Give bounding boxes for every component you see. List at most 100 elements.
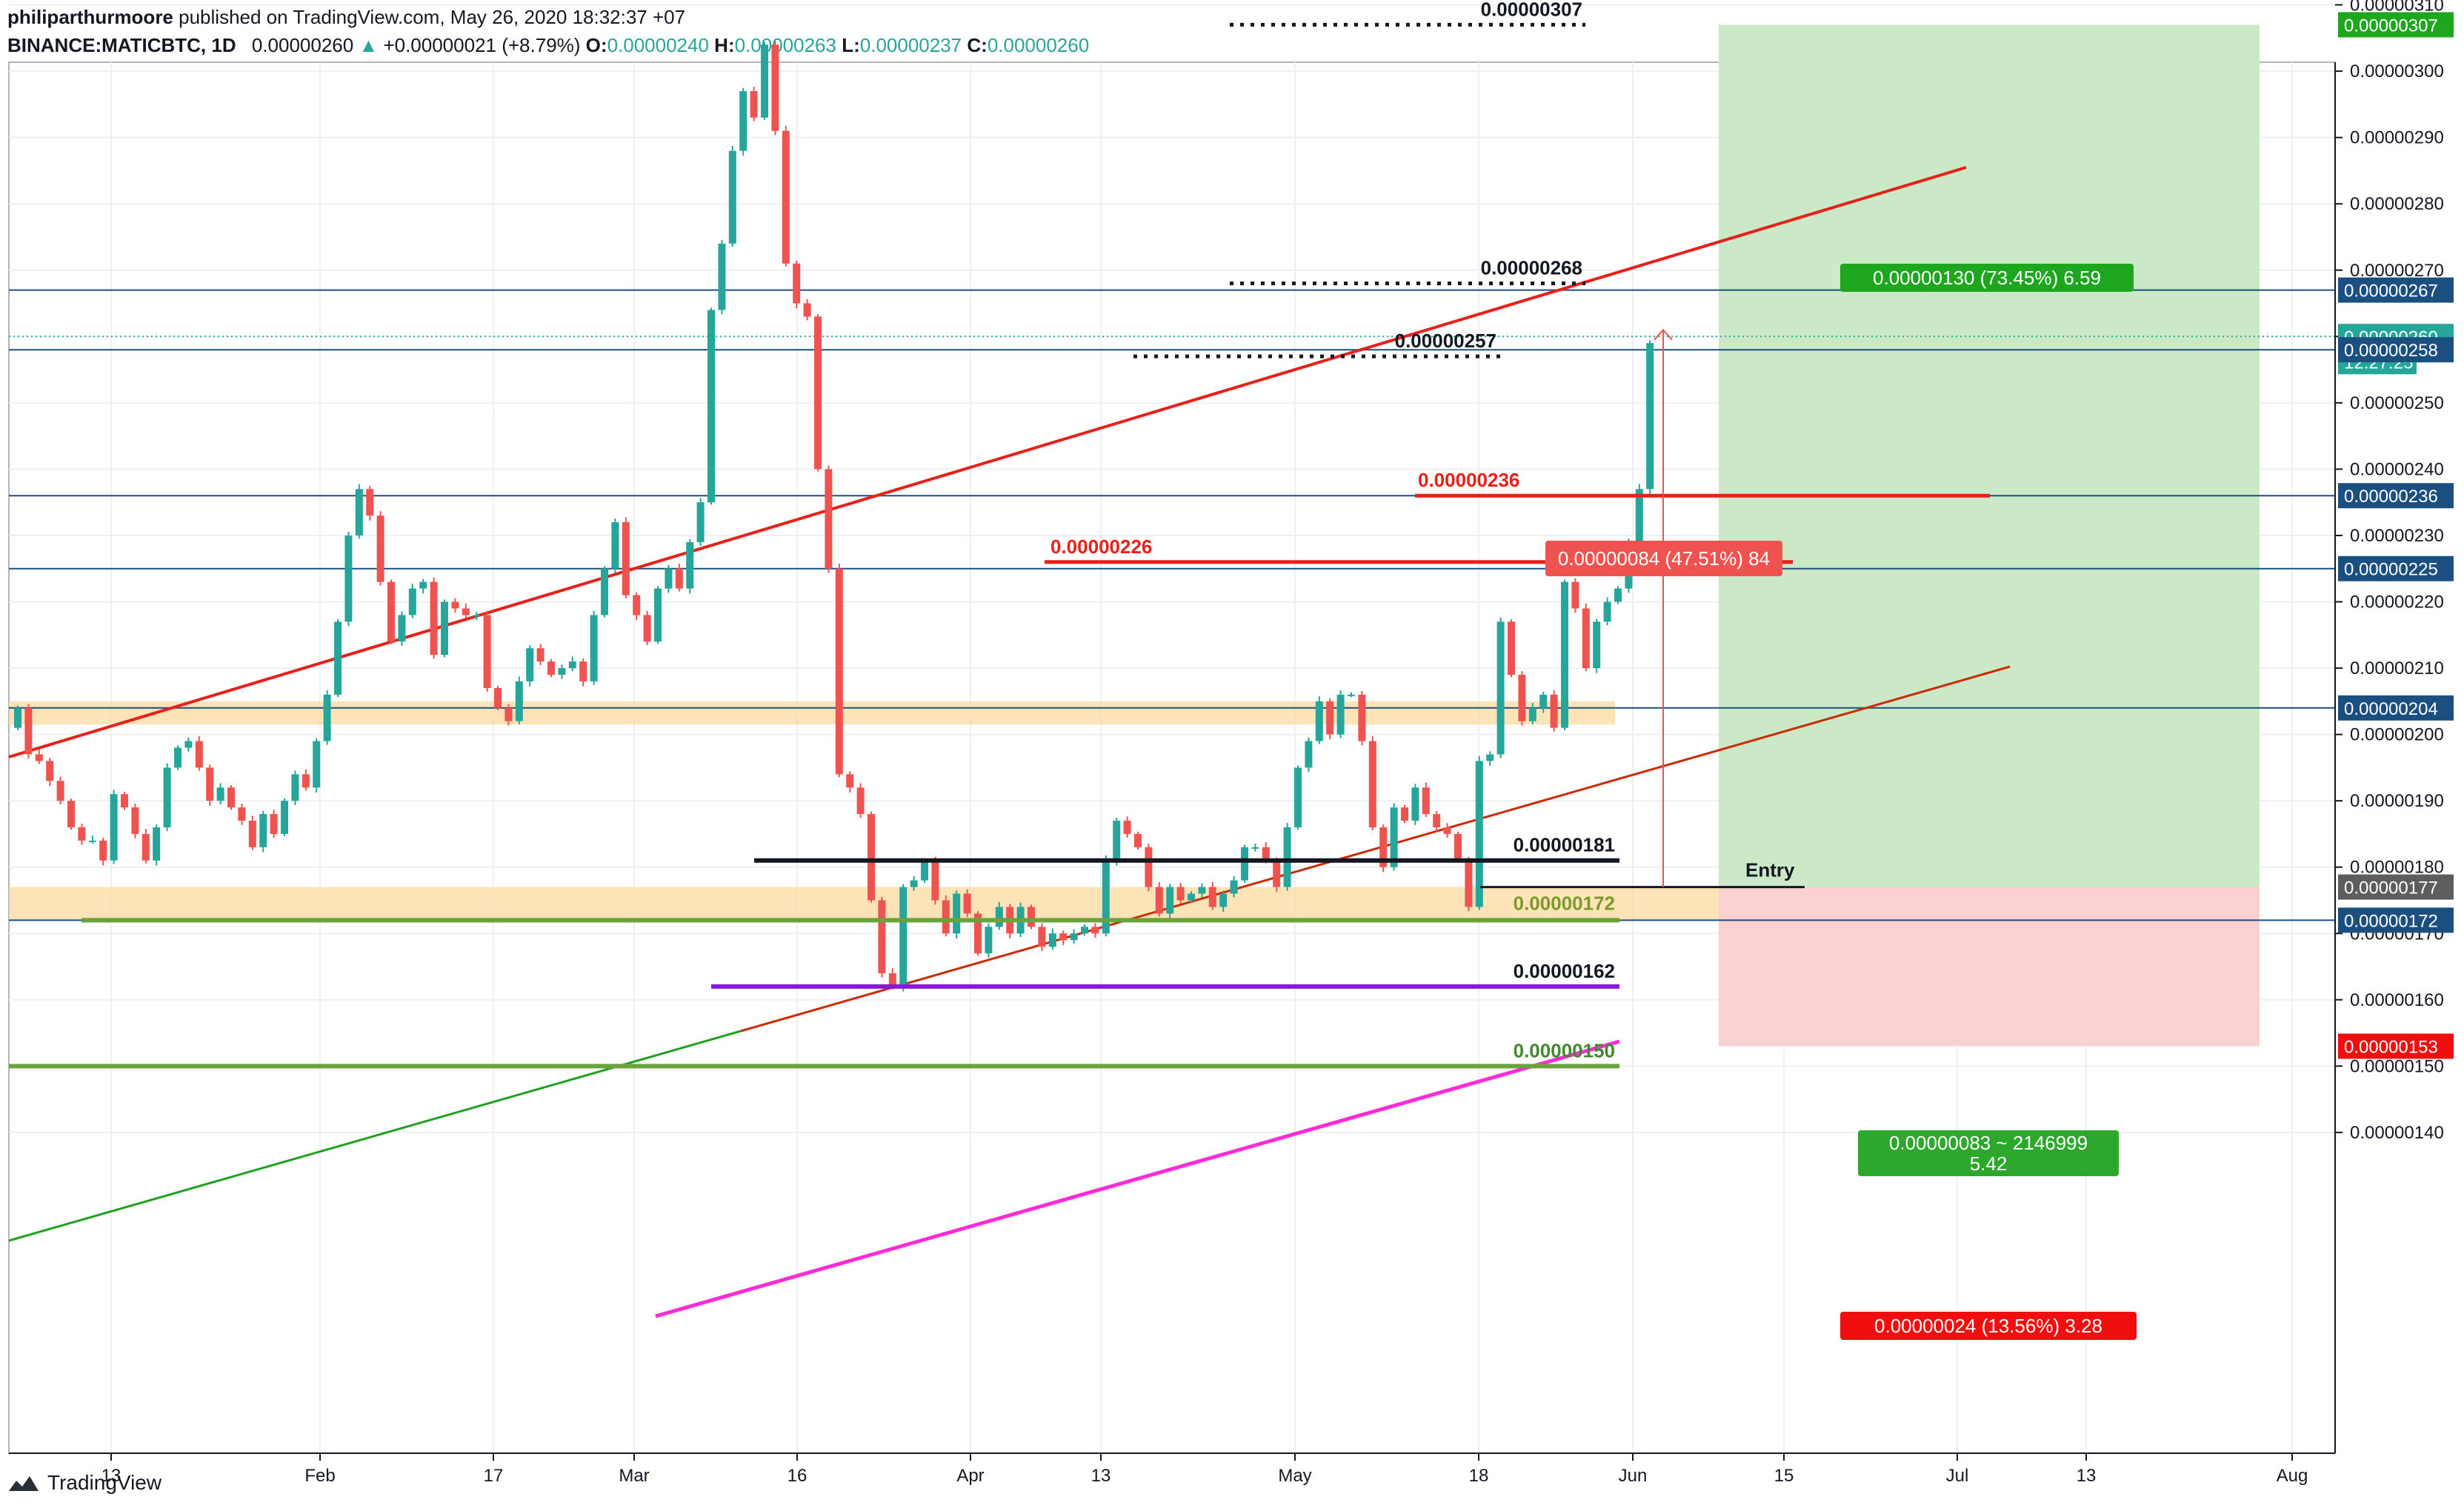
- candle-body: [323, 694, 331, 741]
- candle-body: [259, 814, 267, 847]
- price-badge-target[interactable]: 0.00000307: [2338, 12, 2454, 38]
- x-tick-label: 18: [1469, 1466, 1489, 1486]
- publish-line: philiparthurmoore published on TradingVi…: [7, 3, 1489, 31]
- measure-callout-bg: [1545, 541, 1782, 576]
- candle-body: [78, 827, 86, 841]
- symbol-label[interactable]: BINANCE:MATICBTC, 1D: [7, 34, 236, 56]
- x-tick-label: Apr: [956, 1466, 984, 1486]
- candle-body: [718, 243, 726, 310]
- candle-body: [1443, 827, 1451, 834]
- candle-body: [355, 489, 363, 536]
- candle-body: [1081, 927, 1088, 934]
- candle-body: [782, 130, 790, 264]
- candle-body: [398, 615, 406, 642]
- candle-body: [1262, 847, 1270, 861]
- candle-body: [611, 522, 619, 569]
- candle-body: [568, 661, 576, 669]
- stop-zone: [1719, 887, 2260, 1047]
- candle-body: [1155, 887, 1163, 914]
- candle-body: [451, 601, 459, 609]
- candle-body: [1593, 621, 1601, 669]
- candle-body: [1379, 827, 1388, 867]
- author-name[interactable]: philiparthurmoore: [7, 6, 173, 28]
- price-badge-text: 0.00000236: [2344, 487, 2438, 507]
- candle-body: [462, 608, 470, 616]
- price-badge-text: 0.00000267: [2344, 281, 2438, 301]
- stop-callout-text: 0.00000024 (13.56%) 3.28: [1874, 1315, 2102, 1337]
- tradingview-logo[interactable]: TradingView: [7, 1471, 162, 1495]
- y-tick-label: 0.00000300: [2350, 61, 2444, 81]
- candle-body: [590, 615, 598, 681]
- candle-body: [366, 489, 374, 516]
- candle-body: [526, 648, 534, 681]
- candle-body: [1571, 581, 1579, 609]
- label-226: 0.00000226: [1050, 536, 1152, 558]
- x-tick-label: 13: [2077, 1466, 2097, 1486]
- candle-body: [430, 581, 438, 656]
- candle-body: [1188, 893, 1195, 901]
- measure-callout-text: 0.00000084 (47.51%) 84: [1558, 547, 1770, 570]
- target-callout[interactable]: 0.00000130 (73.45%) 6.59: [1840, 264, 2134, 292]
- candle-body: [899, 887, 908, 987]
- price-badge-line[interactable]: 0.00000172: [2338, 907, 2454, 933]
- x-tick-label: Jun: [1619, 1466, 1648, 1486]
- candle-body: [206, 767, 214, 801]
- price-badge-entry[interactable]: 0.00000177: [2338, 874, 2454, 900]
- candle-body: [1048, 933, 1056, 947]
- candle-body: [88, 840, 96, 842]
- chart-header: philiparthurmoore published on TradingVi…: [7, 3, 1489, 59]
- stop-callout-bg: [1840, 1312, 2137, 1340]
- candle-body: [1294, 767, 1302, 827]
- candle-body: [1134, 833, 1142, 847]
- low-value: 0.00000237: [859, 34, 962, 56]
- price-badge-bg: [2338, 1033, 2454, 1059]
- candle-body: [1550, 694, 1558, 728]
- candle-body: [131, 807, 139, 834]
- stop-callout[interactable]: 0.00000024 (13.56%) 3.28: [1840, 1312, 2137, 1340]
- y-tick-label: 0.00000220: [2350, 593, 2444, 613]
- candle-body: [793, 263, 801, 304]
- price-badge-line[interactable]: 0.00000258: [2338, 337, 2454, 363]
- candle-body: [153, 827, 161, 861]
- candle-body: [270, 814, 278, 834]
- candle-body: [1475, 761, 1483, 907]
- label-268: 0.00000268: [1481, 257, 1582, 279]
- candle-body: [1198, 887, 1206, 894]
- price-badge-stop[interactable]: 0.00000153: [2338, 1033, 2454, 1059]
- x-tick-label: May: [1278, 1466, 1311, 1486]
- candle-body: [622, 522, 630, 596]
- price-badge-line[interactable]: 0.00000267: [2338, 277, 2454, 303]
- candle-body: [739, 90, 747, 151]
- candle-body: [441, 601, 448, 656]
- candle-body: [825, 469, 833, 569]
- price-badge-line[interactable]: 0.00000204: [2338, 695, 2454, 721]
- candle-body: [473, 615, 481, 617]
- x-tick-label: 13: [101, 1466, 121, 1486]
- y-tick-label: 0.00000270: [2350, 261, 2444, 281]
- candle-body: [216, 787, 224, 801]
- candle-body: [995, 907, 1003, 927]
- candle-body: [761, 44, 768, 118]
- price-badge-text: 0.00000172: [2344, 911, 2438, 931]
- chart-zones: [9, 24, 2260, 1047]
- measure-callout[interactable]: 0.00000084 (47.51%) 84: [1545, 541, 1782, 576]
- x-tick-label: 15: [1774, 1466, 1794, 1486]
- candle-body: [419, 581, 427, 589]
- candle-body: [878, 900, 886, 973]
- candle-body: [1273, 860, 1281, 887]
- price-badge-line[interactable]: 0.00000236: [2338, 483, 2454, 509]
- candle-body: [696, 502, 705, 542]
- high-label: H:: [714, 34, 735, 56]
- candle-body: [515, 681, 523, 721]
- candle-body: [771, 44, 779, 131]
- candle-body: [707, 310, 715, 503]
- candle-body: [963, 893, 971, 914]
- price-badge-line[interactable]: 0.00000225: [2338, 556, 2454, 581]
- x-tick-label: Feb: [304, 1466, 335, 1486]
- candle-body: [1358, 694, 1366, 741]
- y-tick-label: 0.00000210: [2350, 658, 2444, 678]
- price-badge-bg: [2338, 483, 2454, 509]
- candle-body: [1166, 887, 1174, 914]
